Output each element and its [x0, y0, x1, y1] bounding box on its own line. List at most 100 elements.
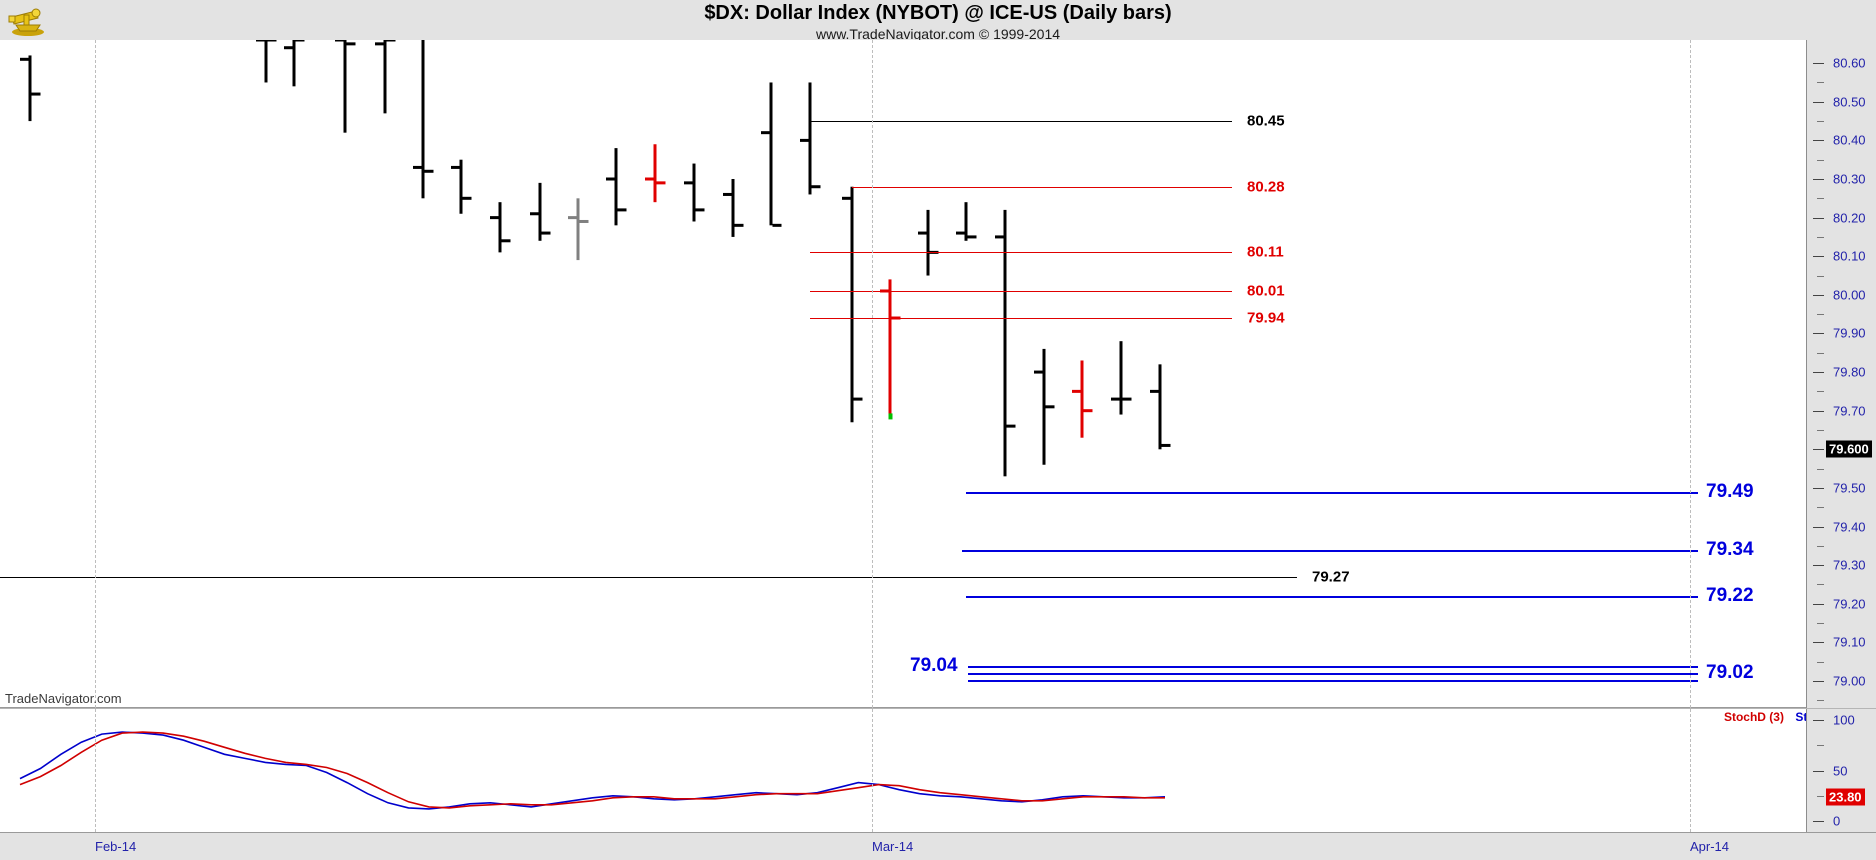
price-axis-tick — [1813, 140, 1824, 142]
price-level-label: 80.28 — [1247, 178, 1285, 196]
price-axis-label: 80.10 — [1833, 248, 1866, 264]
price-axis-minor-tick — [1817, 507, 1824, 509]
price-axis-minor-tick — [1817, 468, 1824, 470]
price-level-line[interactable] — [968, 673, 1698, 676]
price-chart-pane[interactable]: 80.45 80.28 80.11 80.01 79.94 79.49 79.34 79.27… — [0, 40, 1806, 708]
price-axis-minor-tick — [1817, 159, 1824, 161]
price-bars-canvas — [20, 40, 1171, 477]
gold-cannon-logo-icon — [6, 1, 50, 37]
price-level-label: 80.11 — [1247, 243, 1284, 261]
ohlc-bar — [1111, 341, 1132, 415]
price-level-label: 79.02 — [1706, 662, 1754, 684]
price-level-line[interactable] — [810, 318, 1232, 319]
month-gridline — [872, 40, 873, 708]
price-axis[interactable]: 80.60 80.50 80.40 80.30 80.20 80.10 80.00 79.90… — [1806, 40, 1876, 708]
price-axis-label: 79.40 — [1833, 519, 1866, 535]
ohlc-bar — [335, 40, 356, 133]
ohlc-bar — [684, 163, 705, 222]
price-axis-minor-tick — [1817, 82, 1824, 84]
ohlc-bar — [375, 40, 396, 114]
price-axis-label: 79.50 — [1833, 480, 1866, 496]
ohlc-bar — [490, 202, 511, 253]
price-level-line[interactable] — [962, 549, 1698, 552]
price-axis-label: 79.80 — [1833, 364, 1866, 380]
price-axis-tick — [1813, 449, 1824, 451]
stoch-axis-label: 0 — [1833, 813, 1841, 829]
ohlc-bar — [606, 148, 627, 226]
ohlc-bar — [20, 55, 41, 122]
stochastic-canvas — [19, 731, 1166, 810]
chart-header: $DX: Dollar Index (NYBOT) @ ICE-US (Dail… — [0, 0, 1876, 42]
ohlc-bar — [880, 279, 901, 420]
watermark-text: TradeNavigator.com — [5, 691, 122, 706]
price-axis-minor-tick — [1817, 584, 1824, 586]
stoch-axis-label: 100 — [1833, 712, 1855, 728]
date-axis-label: Feb-14 — [95, 839, 137, 854]
price-axis-tick — [1813, 333, 1824, 335]
stoch-axis-label: 50 — [1833, 763, 1848, 778]
price-axis-tick — [1813, 487, 1824, 489]
price-axis-label: 79.00 — [1833, 673, 1866, 689]
ohlc-bar — [451, 159, 472, 214]
ohlc-bar — [284, 40, 305, 87]
price-axis-tick — [1813, 642, 1824, 644]
price-level-line[interactable] — [966, 491, 1698, 494]
price-axis-label: 80.20 — [1833, 210, 1866, 226]
price-level-line[interactable] — [968, 665, 1698, 668]
stoch-axis-minor-tick — [1817, 795, 1824, 797]
date-axis: Feb-14 Mar-14 Apr-14 — [0, 832, 1876, 860]
ohlc-bar — [1034, 348, 1055, 465]
price-level-line[interactable] — [966, 596, 1698, 599]
price-axis-minor-tick — [1817, 121, 1824, 123]
price-axis-minor-tick — [1817, 352, 1824, 354]
ohlc-bar — [956, 202, 977, 241]
price-level-line[interactable] — [0, 576, 1297, 578]
stoch-axis-minor-tick — [1817, 745, 1824, 747]
price-axis-minor-tick — [1817, 198, 1824, 200]
ohlc-bar — [645, 144, 666, 203]
current-price-badge: 79.600 — [1826, 440, 1872, 458]
month-gridline — [1690, 40, 1691, 708]
price-axis-tick — [1813, 101, 1824, 103]
price-axis-minor-tick — [1817, 236, 1824, 238]
price-level-line[interactable] — [810, 121, 1232, 123]
price-axis-label: 80.00 — [1833, 287, 1866, 303]
price-axis-minor-tick — [1817, 275, 1824, 277]
stoch-axis-tick — [1813, 770, 1824, 772]
pane-divider — [0, 708, 1876, 709]
price-axis-label: 80.50 — [1833, 94, 1866, 110]
date-axis-label: Apr-14 — [1690, 839, 1730, 854]
page-subtitle: www.TradeNavigator.com © 1999-2014 — [815, 26, 1061, 42]
price-axis-tick — [1813, 603, 1824, 605]
price-level-line[interactable] — [852, 186, 1232, 188]
price-axis-tick — [1813, 526, 1824, 528]
ohlc-bar — [530, 182, 551, 241]
stoch-series-line — [19, 731, 1166, 810]
price-axis-label: 79.70 — [1833, 403, 1866, 419]
price-axis-label: 79.90 — [1833, 325, 1866, 341]
price-axis-tick — [1813, 256, 1824, 258]
ohlc-bar — [918, 209, 939, 276]
price-level-line[interactable] — [810, 290, 1232, 292]
price-axis-tick — [1813, 680, 1824, 682]
stochastic-axis[interactable]: 100 50 0 23.80 — [1806, 709, 1876, 832]
price-level-label: 79.94 — [1247, 309, 1285, 327]
month-gridline — [872, 709, 873, 832]
ohlc-bar — [723, 179, 744, 237]
price-axis-minor-tick — [1817, 661, 1824, 663]
ohlc-bar — [995, 209, 1016, 477]
stoch-axis-tick — [1813, 720, 1824, 721]
stochastic-pane[interactable] — [0, 709, 1806, 832]
date-axis-label: Mar-14 — [872, 839, 914, 854]
stoch-series-line — [19, 731, 1165, 809]
price-axis-label: 79.30 — [1833, 557, 1866, 573]
price-axis-minor-tick — [1817, 623, 1824, 625]
price-level-label: 79.27 — [1312, 568, 1350, 586]
price-level-label: 79.49 — [1706, 480, 1754, 502]
price-level-line[interactable] — [968, 680, 1698, 683]
stoch-axis-tick — [1813, 821, 1824, 822]
price-level-line[interactable] — [810, 252, 1232, 254]
price-axis-tick — [1813, 372, 1824, 374]
ohlc-bar — [842, 186, 863, 423]
